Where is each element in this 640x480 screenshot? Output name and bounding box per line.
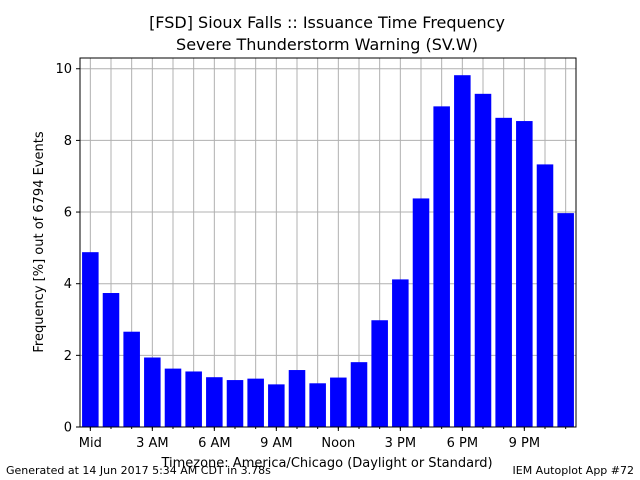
bar [185,371,202,427]
axes: 0 2 4 6 8 10 Mid 3 AM 6 AM 9 AM Noon 3 PM 6 PM 9 PM [55,62,567,451]
bar [102,293,120,427]
chart-title: [FSD] Sioux Falls :: Issuance Time Frequ… [149,13,505,32]
x-tick-label: Noon [321,436,355,451]
bar [474,93,492,427]
bar [206,377,223,427]
bar [247,378,264,427]
y-tick-label: 2 [64,349,72,364]
x-tick-label: 3 AM [136,436,169,451]
bar [536,164,554,427]
bar [412,198,430,427]
bar [392,279,409,427]
y-tick-label: 4 [64,277,72,292]
x-tick-label: 6 AM [198,436,231,451]
x-axis-label: Timezone: America/Chicago (Daylight or S… [160,456,492,471]
footer-generated-text: Generated at 14 Jun 2017 5:34 AM CDT in … [6,464,271,477]
y-tick-label: 6 [64,206,72,221]
bar [433,106,450,427]
x-tick-label: 9 PM [509,436,540,451]
footer-app-label: IEM Autoplot App #72 [512,464,635,477]
plot-frame [79,57,577,428]
y-tick-label: 10 [55,62,72,77]
bar [226,380,244,427]
y-tick-label: 8 [64,134,72,149]
bar [330,377,347,427]
bar [82,252,99,427]
bar [454,75,471,428]
bar [123,331,140,427]
bar [350,362,368,427]
bar [309,383,326,427]
bars [82,75,574,428]
bar [288,370,306,427]
bar [268,384,285,427]
bar [557,213,574,427]
chart-subtitle: Severe Thunderstorm Warning (SV.W) [176,35,478,54]
y-tick-label: 0 [64,421,72,436]
x-tick-label: Mid [79,436,102,451]
bar [164,368,182,427]
x-tick-label: 6 PM [447,436,478,451]
bar [144,357,161,427]
bar [371,320,388,427]
x-tick-label: 3 PM [385,436,416,451]
bar [495,117,512,427]
x-tick-label: 9 AM [260,436,293,451]
y-axis-label: Frequency [%] out of 6794 Events [32,131,47,352]
bar [516,121,533,427]
